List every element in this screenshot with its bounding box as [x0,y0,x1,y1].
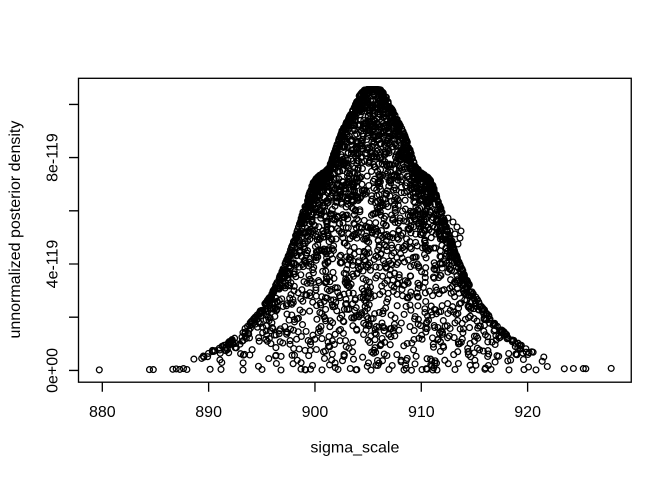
svg-text:0e+00: 0e+00 [45,348,62,393]
svg-text:8e-119: 8e-119 [45,133,62,182]
svg-text:920: 920 [514,404,541,421]
svg-text:sigma_scale: sigma_scale [310,440,399,457]
svg-text:900: 900 [302,404,329,421]
svg-text:890: 890 [195,404,222,421]
svg-text:880: 880 [89,404,116,421]
svg-text:unnormalized posterior density: unnormalized posterior density [7,121,24,339]
svg-text:910: 910 [408,404,435,421]
svg-text:4e-119: 4e-119 [45,240,62,289]
